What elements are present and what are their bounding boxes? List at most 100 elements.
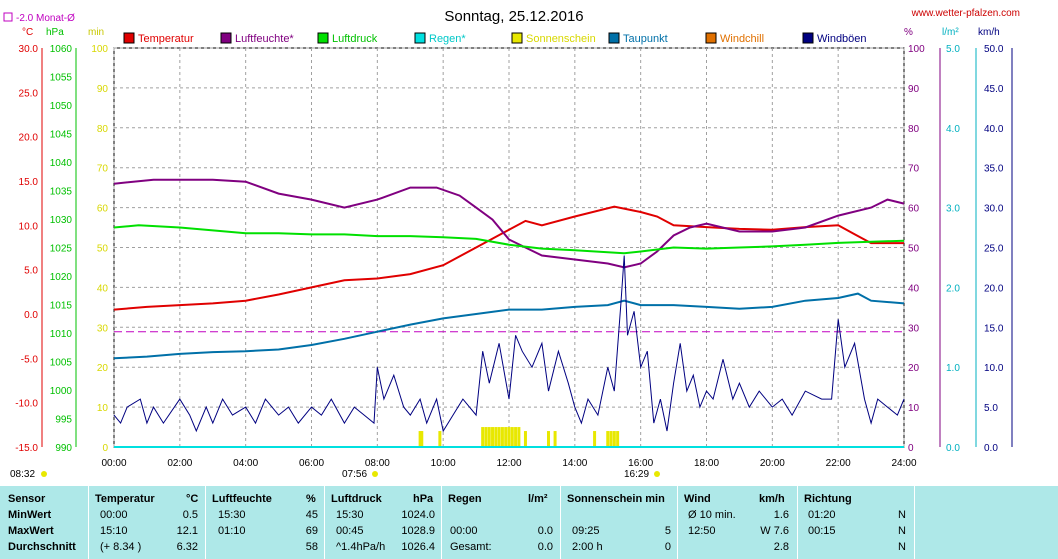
hdr-luftfeuchte: Luftfeuchte xyxy=(212,493,272,505)
legend-swatch xyxy=(802,32,814,44)
table-cell-hum-val: 58 xyxy=(305,541,318,553)
sunshine-bar xyxy=(481,427,485,447)
wind-tick-label: 35.0 xyxy=(984,164,1004,175)
x-tick-label: 14:00 xyxy=(562,458,587,469)
sunshine-bar xyxy=(517,427,521,447)
series-windböen xyxy=(113,255,905,433)
humidity-tick-label: 100 xyxy=(908,44,925,55)
table-cell-dir-val: N xyxy=(898,525,906,537)
sunshine-bar xyxy=(487,427,491,447)
table-cell-wind-time: Ø 10 min. xyxy=(688,509,736,521)
wind-tick-label: 40.0 xyxy=(984,124,1004,135)
temp-tick-label: -5.0 xyxy=(21,354,39,365)
rain-tick-label: 5.0 xyxy=(946,44,960,55)
legend-label: Sonnenschein xyxy=(526,33,596,45)
pressure-tick-label: 1030 xyxy=(50,215,73,226)
humidity-tick-label: 80 xyxy=(908,124,920,135)
chart-plot-area xyxy=(113,178,905,448)
wind-tick-label: 5.0 xyxy=(984,403,998,414)
sun-first-icon xyxy=(41,471,47,477)
wind-tick-label: 25.0 xyxy=(984,244,1004,255)
humidity-tick-label: 50 xyxy=(908,244,920,255)
legend-swatch xyxy=(511,32,523,44)
monthly-avg-icon xyxy=(3,12,13,22)
x-tick-label: 08:00 xyxy=(365,458,390,469)
humidity-tick-label: 20 xyxy=(908,363,920,374)
legend-label: Taupunkt xyxy=(623,33,668,45)
pressure-tick-label: 1045 xyxy=(50,130,73,141)
temp-tick-label: 25.0 xyxy=(19,88,39,99)
table-cell-temp-val: 0.5 xyxy=(182,509,198,521)
sunshine-tick-label: 70 xyxy=(97,164,109,175)
series-taupunkt xyxy=(113,292,905,360)
chart-title: Sonntag, 25.12.2016 xyxy=(444,8,583,25)
series-temperatur xyxy=(113,205,904,311)
axis-unit-temp: °C xyxy=(22,27,33,38)
wind-tick-label: 15.0 xyxy=(984,323,1004,334)
pressure-tick-label: 995 xyxy=(55,415,72,426)
rain-tick-label: 0.0 xyxy=(946,443,960,454)
legend-swatch xyxy=(608,32,620,44)
table-cell-press-val: 1028.9 xyxy=(401,525,435,537)
sunshine-bar xyxy=(523,431,527,447)
hdr-sensor: Sensor xyxy=(8,493,46,505)
legend-swatch xyxy=(705,32,717,44)
legend-label: Windböen xyxy=(817,33,867,45)
hdr-wind: Wind xyxy=(684,493,711,505)
sunshine-bar xyxy=(507,427,511,447)
website-link[interactable]: www.wetter-pfalzen.com xyxy=(911,8,1020,19)
humidity-tick-label: 10 xyxy=(908,403,920,414)
pressure-tick-label: 990 xyxy=(55,443,72,454)
sunshine-tick-label: 90 xyxy=(97,84,109,95)
sunshine-tick-label: 60 xyxy=(97,204,109,215)
rain-tick-label: 2.0 xyxy=(946,283,960,294)
pressure-tick-label: 1015 xyxy=(50,301,73,312)
sunshine-bar xyxy=(494,427,498,447)
humidity-tick-label: 30 xyxy=(908,323,920,334)
x-tick-label: 12:00 xyxy=(496,458,521,469)
sunshine-bar xyxy=(504,427,508,447)
wind-tick-label: 45.0 xyxy=(984,84,1004,95)
legend-label: Temperatur xyxy=(138,33,194,45)
table-cell-label: MaxWert xyxy=(8,525,54,537)
x-tick-label: 24:00 xyxy=(891,458,916,469)
wind-tick-label: 20.0 xyxy=(984,283,1004,294)
temp-tick-label: -10.0 xyxy=(15,399,38,410)
summary-table: Sensor Temperatur °C Luftfeuchte % Luftd… xyxy=(0,486,1058,559)
table-cell-rain-val: 0.0 xyxy=(537,525,553,537)
humidity-tick-label: 0 xyxy=(908,443,914,454)
monthly-avg-label: -2.0 Monat-Ø xyxy=(16,13,75,24)
legend-label: Windchill xyxy=(720,33,764,45)
rain-tick-label: 3.0 xyxy=(946,204,960,215)
sunshine-bar xyxy=(612,431,616,447)
axis-unit-pressure: hPa xyxy=(46,27,64,38)
sunrise-time: 07:56 xyxy=(342,469,367,480)
pressure-tick-label: 1010 xyxy=(50,329,73,340)
table-cell-hum-time: 01:10 xyxy=(218,525,246,537)
sunshine-bar xyxy=(497,427,501,447)
x-tick-label: 16:00 xyxy=(628,458,653,469)
rain-tick-label: 4.0 xyxy=(946,124,960,135)
sunshine-bar xyxy=(609,431,613,447)
sunshine-bar xyxy=(547,431,550,447)
hdr-luftdruck: Luftdruck xyxy=(331,493,382,505)
sunshine-tick-label: 100 xyxy=(91,44,108,55)
wind-tick-label: 10.0 xyxy=(984,363,1004,374)
x-tick-label: 02:00 xyxy=(167,458,192,469)
hdr-sonnenschein: Sonnenschein min xyxy=(567,493,665,505)
sun-first-time: 08:32 xyxy=(10,469,35,480)
hdr-temp-unit: °C xyxy=(186,493,199,505)
table-cell-temp-val: 6.32 xyxy=(176,541,198,553)
table-cell-press-time: 00:45 xyxy=(336,525,364,537)
hdr-richtung: Richtung xyxy=(804,493,852,505)
sunshine-tick-label: 50 xyxy=(97,244,109,255)
humidity-tick-label: 60 xyxy=(908,204,920,215)
sunshine-bar xyxy=(491,427,495,447)
legend-swatch xyxy=(123,32,135,44)
table-cell-dir-val: N xyxy=(898,541,906,553)
table-cell-press-time: 15:30 xyxy=(336,509,364,521)
pressure-tick-label: 1050 xyxy=(50,101,73,112)
temp-tick-label: -15.0 xyxy=(15,443,38,454)
sunshine-bar xyxy=(484,427,488,447)
pressure-tick-label: 1040 xyxy=(50,158,73,169)
